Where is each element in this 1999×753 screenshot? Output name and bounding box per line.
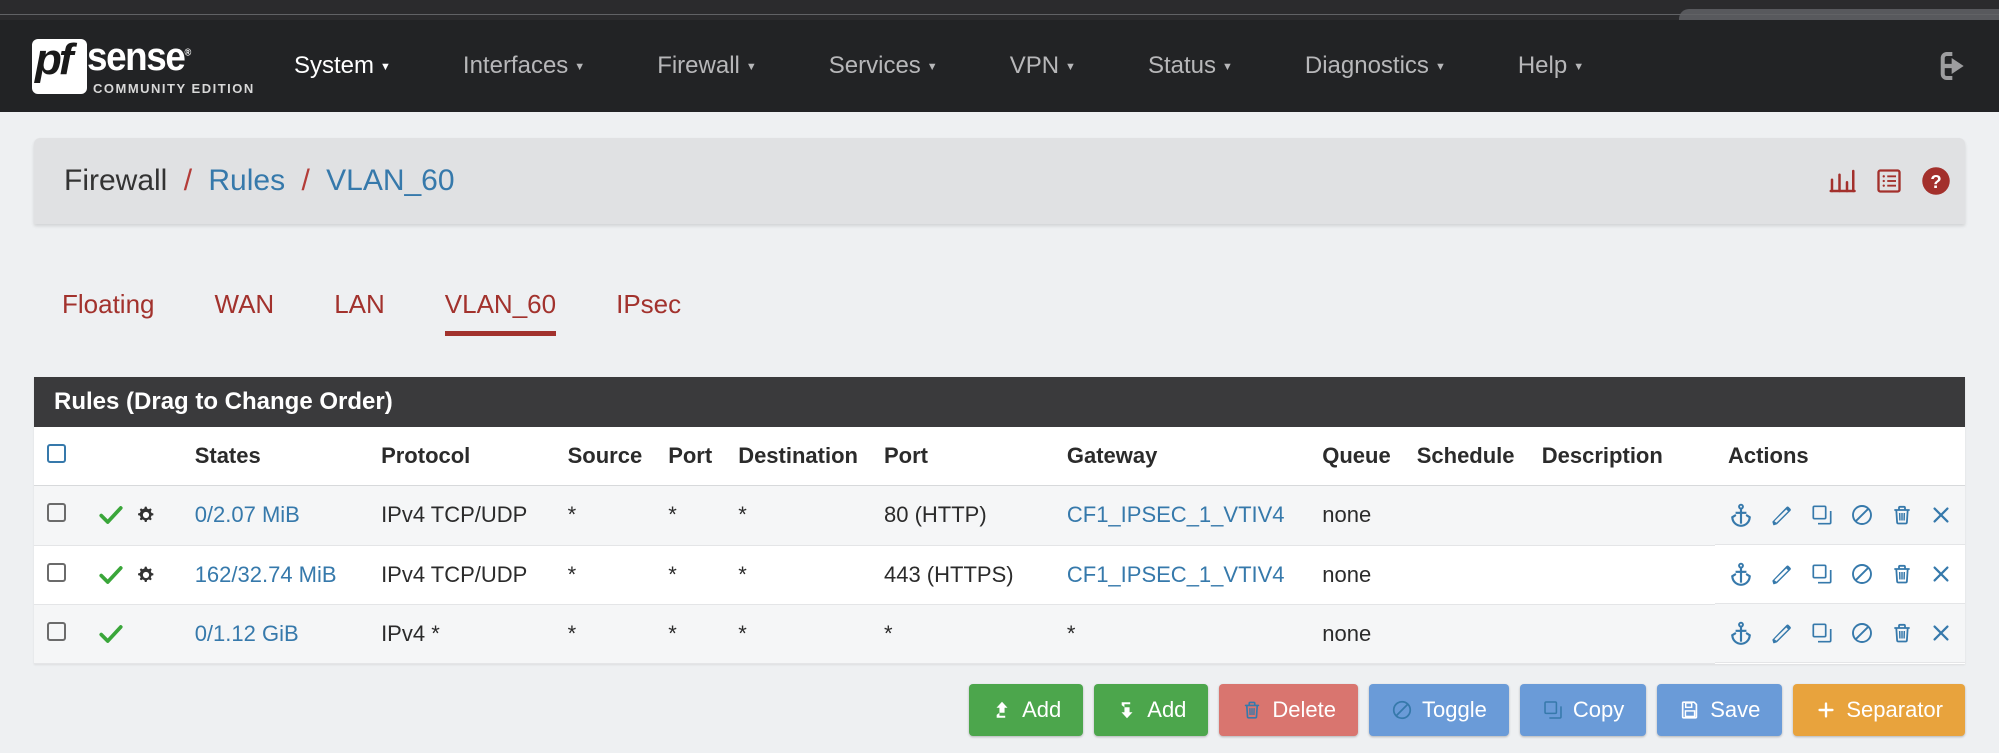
svg-text:?: ? <box>1930 171 1941 192</box>
